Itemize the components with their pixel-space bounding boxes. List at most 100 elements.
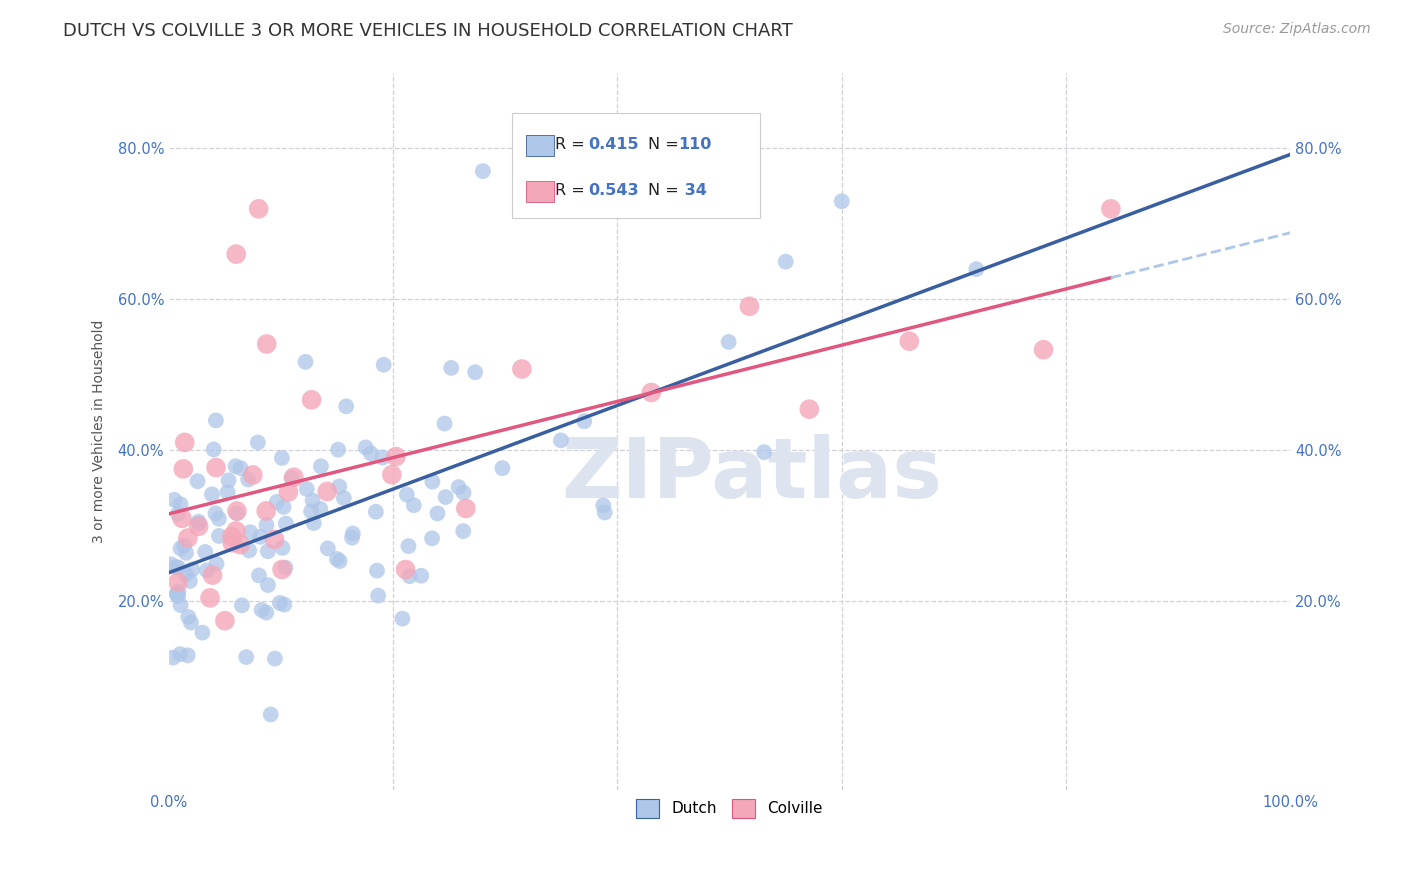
Point	[294, 355, 316, 369]
Point	[965, 262, 987, 277]
Point	[204, 507, 226, 521]
Point	[328, 479, 350, 493]
Point	[167, 589, 190, 603]
Point	[799, 402, 821, 417]
Point	[225, 247, 247, 261]
Point	[295, 482, 318, 496]
Point	[309, 502, 332, 516]
Point	[422, 475, 444, 489]
Point	[167, 560, 190, 574]
Point	[163, 492, 186, 507]
Point	[273, 500, 295, 514]
Point	[316, 541, 339, 556]
Point	[434, 490, 457, 504]
Point	[167, 575, 190, 590]
Point	[592, 499, 614, 513]
Point	[302, 516, 325, 530]
Point	[249, 530, 271, 544]
Point	[491, 461, 513, 475]
Point	[179, 574, 201, 588]
Point	[177, 610, 200, 624]
Point	[242, 467, 264, 482]
Point	[246, 435, 269, 450]
Text: N =: N =	[648, 137, 683, 153]
Point	[231, 599, 253, 613]
Point	[247, 568, 270, 582]
Point	[205, 460, 228, 475]
Point	[194, 545, 217, 559]
Point	[263, 533, 285, 547]
Point	[201, 568, 224, 582]
Point	[640, 385, 662, 400]
Point	[247, 202, 270, 216]
Point	[205, 413, 228, 427]
Point	[254, 606, 277, 620]
Point	[574, 414, 596, 428]
Point	[328, 442, 350, 457]
Point	[173, 435, 195, 450]
Point	[254, 504, 277, 518]
Point	[191, 625, 214, 640]
Point	[165, 560, 187, 574]
Point	[166, 587, 188, 601]
Text: 34: 34	[679, 184, 707, 198]
Point	[229, 461, 252, 475]
Point	[299, 504, 322, 518]
Point	[274, 560, 297, 574]
Point	[187, 516, 209, 531]
Point	[208, 512, 231, 526]
Point	[283, 470, 305, 484]
Point	[225, 459, 247, 474]
Text: 0.415: 0.415	[589, 137, 640, 153]
Point	[170, 511, 193, 525]
Point	[342, 526, 364, 541]
Point	[260, 707, 283, 722]
Point	[453, 485, 475, 500]
Point	[205, 557, 228, 571]
Text: DUTCH VS COLVILLE 3 OR MORE VEHICLES IN HOUSEHOLD CORRELATION CHART: DUTCH VS COLVILLE 3 OR MORE VEHICLES IN …	[63, 22, 793, 40]
Point	[391, 612, 413, 626]
Point	[316, 484, 339, 499]
Point	[335, 400, 357, 414]
Point	[280, 471, 302, 485]
Point	[271, 541, 294, 555]
Point	[169, 598, 191, 612]
Point	[208, 529, 231, 543]
Point	[1032, 343, 1054, 357]
Point	[898, 334, 921, 348]
Point	[239, 525, 262, 540]
Point	[754, 445, 776, 459]
Point	[174, 567, 197, 582]
Point	[160, 558, 183, 572]
Text: 0.543: 0.543	[589, 184, 640, 198]
Point	[775, 254, 797, 268]
Point	[181, 562, 204, 576]
Point	[250, 603, 273, 617]
Point	[326, 552, 349, 566]
Text: R =: R =	[555, 184, 591, 198]
Point	[464, 365, 486, 379]
Point	[173, 539, 195, 553]
Point	[447, 480, 470, 494]
Point	[420, 531, 443, 545]
Point	[398, 539, 420, 553]
Point	[177, 648, 200, 663]
Point	[550, 434, 572, 448]
Point	[229, 538, 252, 552]
Point	[226, 504, 249, 518]
Point	[257, 544, 280, 558]
Point	[301, 392, 323, 407]
Point	[301, 493, 323, 508]
Point	[166, 587, 188, 601]
Point	[172, 462, 194, 476]
Point	[454, 501, 477, 516]
Point	[201, 487, 224, 501]
Point	[360, 446, 382, 460]
Point	[225, 507, 247, 521]
Point	[274, 516, 297, 531]
Point	[395, 487, 418, 501]
Point	[202, 442, 225, 457]
Point	[433, 417, 456, 431]
Point	[187, 519, 209, 533]
Point	[167, 584, 190, 599]
